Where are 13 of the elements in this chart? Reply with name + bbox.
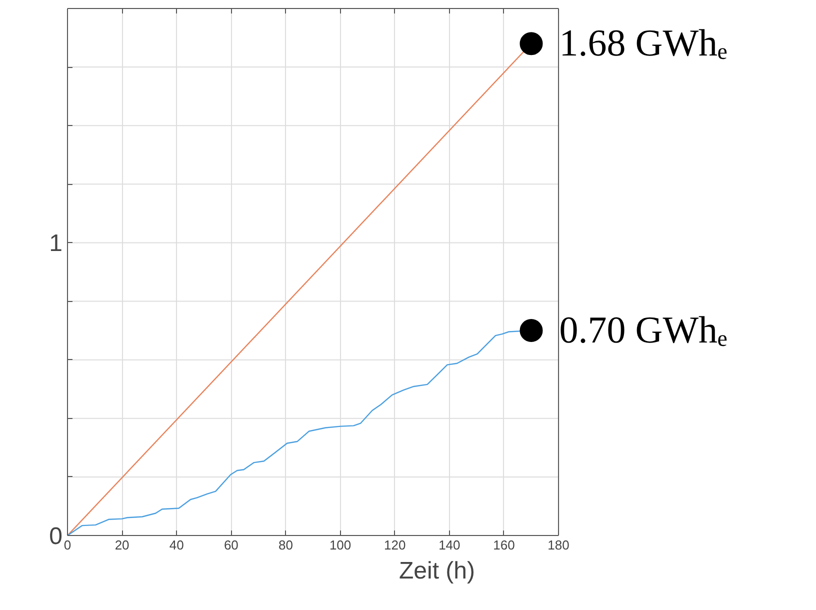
x-axis-title: Zeit (h): [398, 558, 476, 584]
annotation: 0.70 GWhₑ: [559, 310, 728, 352]
x-tick-label: 80: [278, 538, 293, 552]
x-tick-label: 60: [224, 538, 238, 552]
x-tick-label: 20: [114, 538, 130, 552]
x-tick-label: 140: [438, 538, 460, 552]
x-tick-label: 160: [493, 538, 515, 552]
annotation: 1.68 GWhₑ: [559, 22, 728, 65]
x-tick-label: 100: [329, 538, 352, 552]
x-tick-label: 120: [384, 538, 406, 552]
x-tick-label: 40: [169, 538, 184, 552]
x-tick-label: 180: [548, 538, 570, 552]
y-tick-label: 1: [49, 230, 63, 258]
